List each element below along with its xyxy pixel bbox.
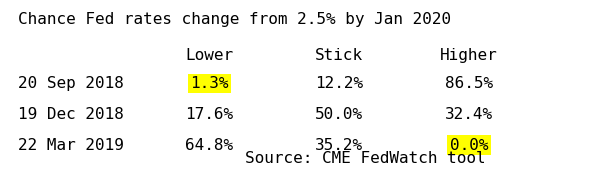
- Text: Lower: Lower: [185, 48, 234, 63]
- Text: 50.0%: 50.0%: [315, 107, 363, 122]
- Text: 19 Dec 2018: 19 Dec 2018: [18, 107, 123, 122]
- Text: Source: CME FedWatch tool: Source: CME FedWatch tool: [245, 151, 486, 166]
- Text: 20 Sep 2018: 20 Sep 2018: [18, 76, 123, 91]
- Text: 64.8%: 64.8%: [185, 138, 234, 153]
- Text: 86.5%: 86.5%: [445, 76, 493, 91]
- Text: Higher: Higher: [440, 48, 498, 63]
- Text: Stick: Stick: [315, 48, 363, 63]
- Text: Chance Fed rates change from 2.5% by Jan 2020: Chance Fed rates change from 2.5% by Jan…: [18, 12, 451, 27]
- Text: 35.2%: 35.2%: [315, 138, 363, 153]
- Text: 32.4%: 32.4%: [445, 107, 493, 122]
- Text: 1.3%: 1.3%: [190, 76, 229, 91]
- Text: 12.2%: 12.2%: [315, 76, 363, 91]
- Text: 22 Mar 2019: 22 Mar 2019: [18, 138, 123, 153]
- Text: 17.6%: 17.6%: [185, 107, 234, 122]
- Text: 0.0%: 0.0%: [450, 138, 489, 153]
